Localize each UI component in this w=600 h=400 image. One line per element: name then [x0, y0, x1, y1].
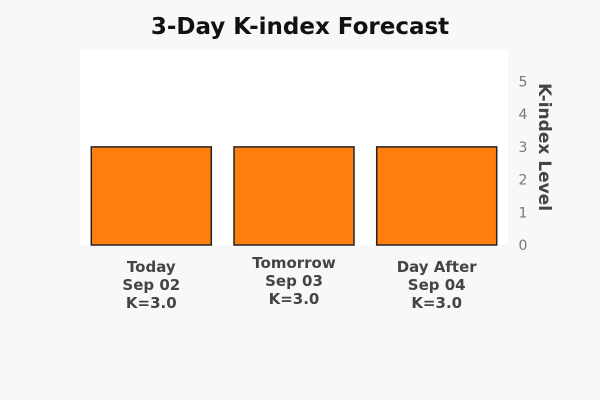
- chart-title: 3-Day K-index Forecast: [151, 14, 449, 40]
- bars-group: [90, 146, 498, 246]
- y-tick-label: 5: [519, 75, 528, 91]
- x-tick-label: K=3.0: [126, 294, 177, 312]
- y-tick-label: 2: [519, 173, 528, 189]
- x-tick-label: K=3.0: [269, 290, 320, 308]
- y-tick-label: 0: [519, 238, 528, 254]
- bar: [90, 146, 213, 246]
- x-tick-label: Sep 02: [122, 276, 180, 294]
- bar: [233, 146, 355, 246]
- y-tick-label: 3: [519, 140, 528, 156]
- x-tick-label: Day After: [397, 258, 478, 276]
- y-axis-label: K-index Level: [534, 83, 554, 211]
- x-tick-label: Sep 03: [265, 272, 323, 290]
- y-tick-label: 1: [519, 205, 528, 221]
- y-tick-label: 4: [519, 107, 528, 123]
- x-tick-label: Today: [127, 258, 176, 276]
- x-tick-label: K=3.0: [411, 294, 462, 312]
- x-tick-label: Sep 04: [408, 276, 466, 294]
- y-axis-ticks: 0 1 2 3 4 5: [519, 75, 528, 255]
- bar: [375, 146, 498, 246]
- x-tick-label: Tomorrow: [252, 254, 336, 272]
